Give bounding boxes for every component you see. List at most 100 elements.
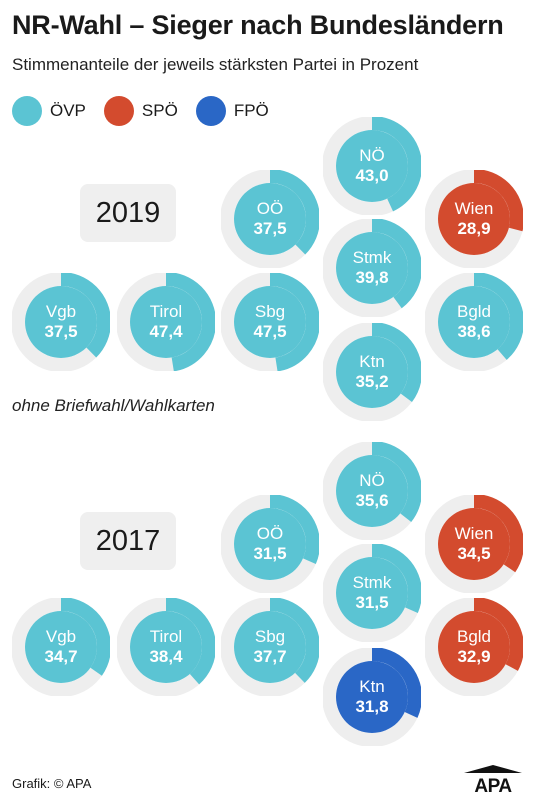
donut-2017-vgb-center <box>25 611 97 683</box>
chart-subtitle: Stimmenanteile der jeweils stärksten Par… <box>12 55 419 74</box>
donut-2017-stmk-text: Stmk 31,5 <box>323 544 421 642</box>
donut-2017-ooe: OÖ 31,5 <box>221 495 319 593</box>
apa-logo: APA <box>464 765 522 793</box>
donut-2019-noe-value-label: 43,0 <box>355 166 389 185</box>
donut-2019-vgb-ring <box>12 273 110 371</box>
donut-2017-ktn-value-label: 31,8 <box>355 697 389 716</box>
legend-label-oevp: ÖVP <box>50 101 86 120</box>
donut-2017-wien-value-label: 34,5 <box>457 544 491 563</box>
donut-2017-sbg-center <box>234 611 306 683</box>
donut-2017-ooe-ring <box>221 495 319 593</box>
donut-2017-tirol-text: Tirol 38,4 <box>117 598 215 696</box>
donut-2017-bgld-value-label: 32,9 <box>457 647 491 666</box>
chart-title: NR-Wahl – Sieger nach Bundesländern <box>12 10 504 40</box>
donut-2019-ooe-state-label: OÖ <box>256 199 284 219</box>
donut-2019-wien-value-label: 28,9 <box>457 219 491 238</box>
donut-2017-wien-arc <box>425 495 523 593</box>
donut-2019-bgld-ring <box>425 273 523 371</box>
donut-2019-ktn-center <box>336 336 408 408</box>
donut-2019-ooe-arc <box>221 170 319 268</box>
donut-2019-bgld-value-label: 38,6 <box>457 322 491 341</box>
donut-2017-tirol-center <box>130 611 202 683</box>
donut-2017-bgld-state-label: Bgld <box>456 627 492 647</box>
donut-2017-sbg-arc <box>221 598 319 696</box>
donut-2019-vgb-value-label: 37,5 <box>44 322 78 341</box>
legend-swatch-spoe <box>103 96 134 126</box>
donut-2017-bgld-arc <box>425 598 523 696</box>
year-label-2017: 2017 <box>80 512 176 570</box>
donut-2019-sbg-ring <box>221 273 319 371</box>
donut-2017-vgb: Vgb 34,7 <box>12 598 110 696</box>
donut-2019-wien-ring <box>425 170 523 268</box>
donut-2019-noe-center <box>336 130 408 202</box>
donut-2019-ktn: Ktn 35,2 <box>323 323 421 421</box>
donut-2017-sbg-text: Sbg 37,7 <box>221 598 319 696</box>
donut-2017-noe: NÖ 35,6 <box>323 442 421 540</box>
donut-2019-stmk-state-label: Stmk <box>352 248 392 268</box>
donut-2017-ktn-arc <box>323 648 421 746</box>
donut-2017-sbg-value-label: 37,7 <box>253 647 287 666</box>
donut-2017-wien: Wien 34,5 <box>425 495 523 593</box>
donut-2019-vgb-arc <box>12 273 110 371</box>
donut-2019-ktn-text: Ktn 35,2 <box>323 323 421 421</box>
donut-2019-tirol-value-label: 47,4 <box>149 322 183 341</box>
donut-2017-sbg: Sbg 37,7 <box>221 598 319 696</box>
donut-2017-sbg-ring <box>221 598 319 696</box>
donut-2017-bgld-ring <box>425 598 523 696</box>
donut-2019-wien-arc <box>425 170 523 268</box>
donut-2017-ooe-text: OÖ 31,5 <box>221 495 319 593</box>
donut-2019-ktn-arc <box>323 323 421 421</box>
donut-2017-tirol: Tirol 38,4 <box>117 598 215 696</box>
donut-2017-ktn-ring <box>323 648 421 746</box>
donut-2017-sbg-state-label: Sbg <box>254 627 286 647</box>
donut-2017-wien-ring <box>425 495 523 593</box>
donut-2017-stmk: Stmk 31,5 <box>323 544 421 642</box>
donut-2017-stmk-ring <box>323 544 421 642</box>
donut-2017-noe-center <box>336 455 408 527</box>
donut-2017-wien-text: Wien 34,5 <box>425 495 523 593</box>
donut-2017-ktn-center <box>336 661 408 733</box>
donut-2019-noe-arc <box>323 117 421 215</box>
donut-2017-ktn-text: Ktn 31,8 <box>323 648 421 746</box>
donut-2019-bgld-text: Bgld 38,6 <box>425 273 523 371</box>
donut-2019-bgld-arc <box>425 273 523 371</box>
donut-2019-tirol-state-label: Tirol <box>149 302 183 322</box>
donut-2019-tirol-text: Tirol 47,4 <box>117 273 215 371</box>
donut-2017-bgld: Bgld 32,9 <box>425 598 523 696</box>
donut-2019-ooe: OÖ 37,5 <box>221 170 319 268</box>
legend-label-spoe: SPÖ <box>141 101 178 120</box>
donut-2017-vgb-value-label: 34,7 <box>44 647 78 666</box>
donut-2017-tirol-arc <box>117 598 215 696</box>
donut-2019-wien-center <box>438 183 510 255</box>
donut-2019-sbg-text: Sbg 47,5 <box>221 273 319 371</box>
donut-2019-stmk-value-label: 39,8 <box>355 268 389 287</box>
donut-2017-tirol-value-label: 38,4 <box>149 647 183 666</box>
donut-2017-noe-state-label: NÖ <box>359 471 385 491</box>
legend-item-spoe: SPÖ <box>103 96 178 126</box>
legend-swatch-oevp <box>12 96 42 126</box>
donut-2019-vgb-text: Vgb 37,5 <box>12 273 110 371</box>
donut-2019-vgb-state-label: Vgb <box>45 302 77 322</box>
donut-2019-sbg-arc <box>221 273 319 371</box>
donut-2017-bgld-center <box>438 611 510 683</box>
donut-2017-wien-center <box>438 508 510 580</box>
donut-2019-sbg-value-label: 47,5 <box>253 322 287 341</box>
legend: ÖVP SPÖ FPÖ <box>12 95 287 127</box>
donut-2019-ooe-ring <box>221 170 319 268</box>
donut-2019-sbg-state-label: Sbg <box>254 302 286 322</box>
donut-2017-stmk-value-label: 31,5 <box>355 593 389 612</box>
donut-2019-wien: Wien 28,9 <box>425 170 523 268</box>
donut-2017-tirol-state-label: Tirol <box>149 627 183 647</box>
donut-2019-tirol-arc <box>117 273 215 371</box>
svg-text:APA: APA <box>474 776 512 793</box>
donut-2019-noe-text: NÖ 43,0 <box>323 117 421 215</box>
donut-2019-bgld-state-label: Bgld <box>456 302 492 322</box>
donut-2019-stmk-ring <box>323 219 421 317</box>
donut-2017-vgb-text: Vgb 34,7 <box>12 598 110 696</box>
credit: Grafik: © APA <box>12 776 92 791</box>
donut-2019-noe-state-label: NÖ <box>359 146 385 166</box>
donut-2019-stmk-arc <box>323 219 421 317</box>
donut-2019-ktn-value-label: 35,2 <box>355 372 389 391</box>
donut-2017-bgld-text: Bgld 32,9 <box>425 598 523 696</box>
donut-2019-ktn-state-label: Ktn <box>359 352 385 372</box>
